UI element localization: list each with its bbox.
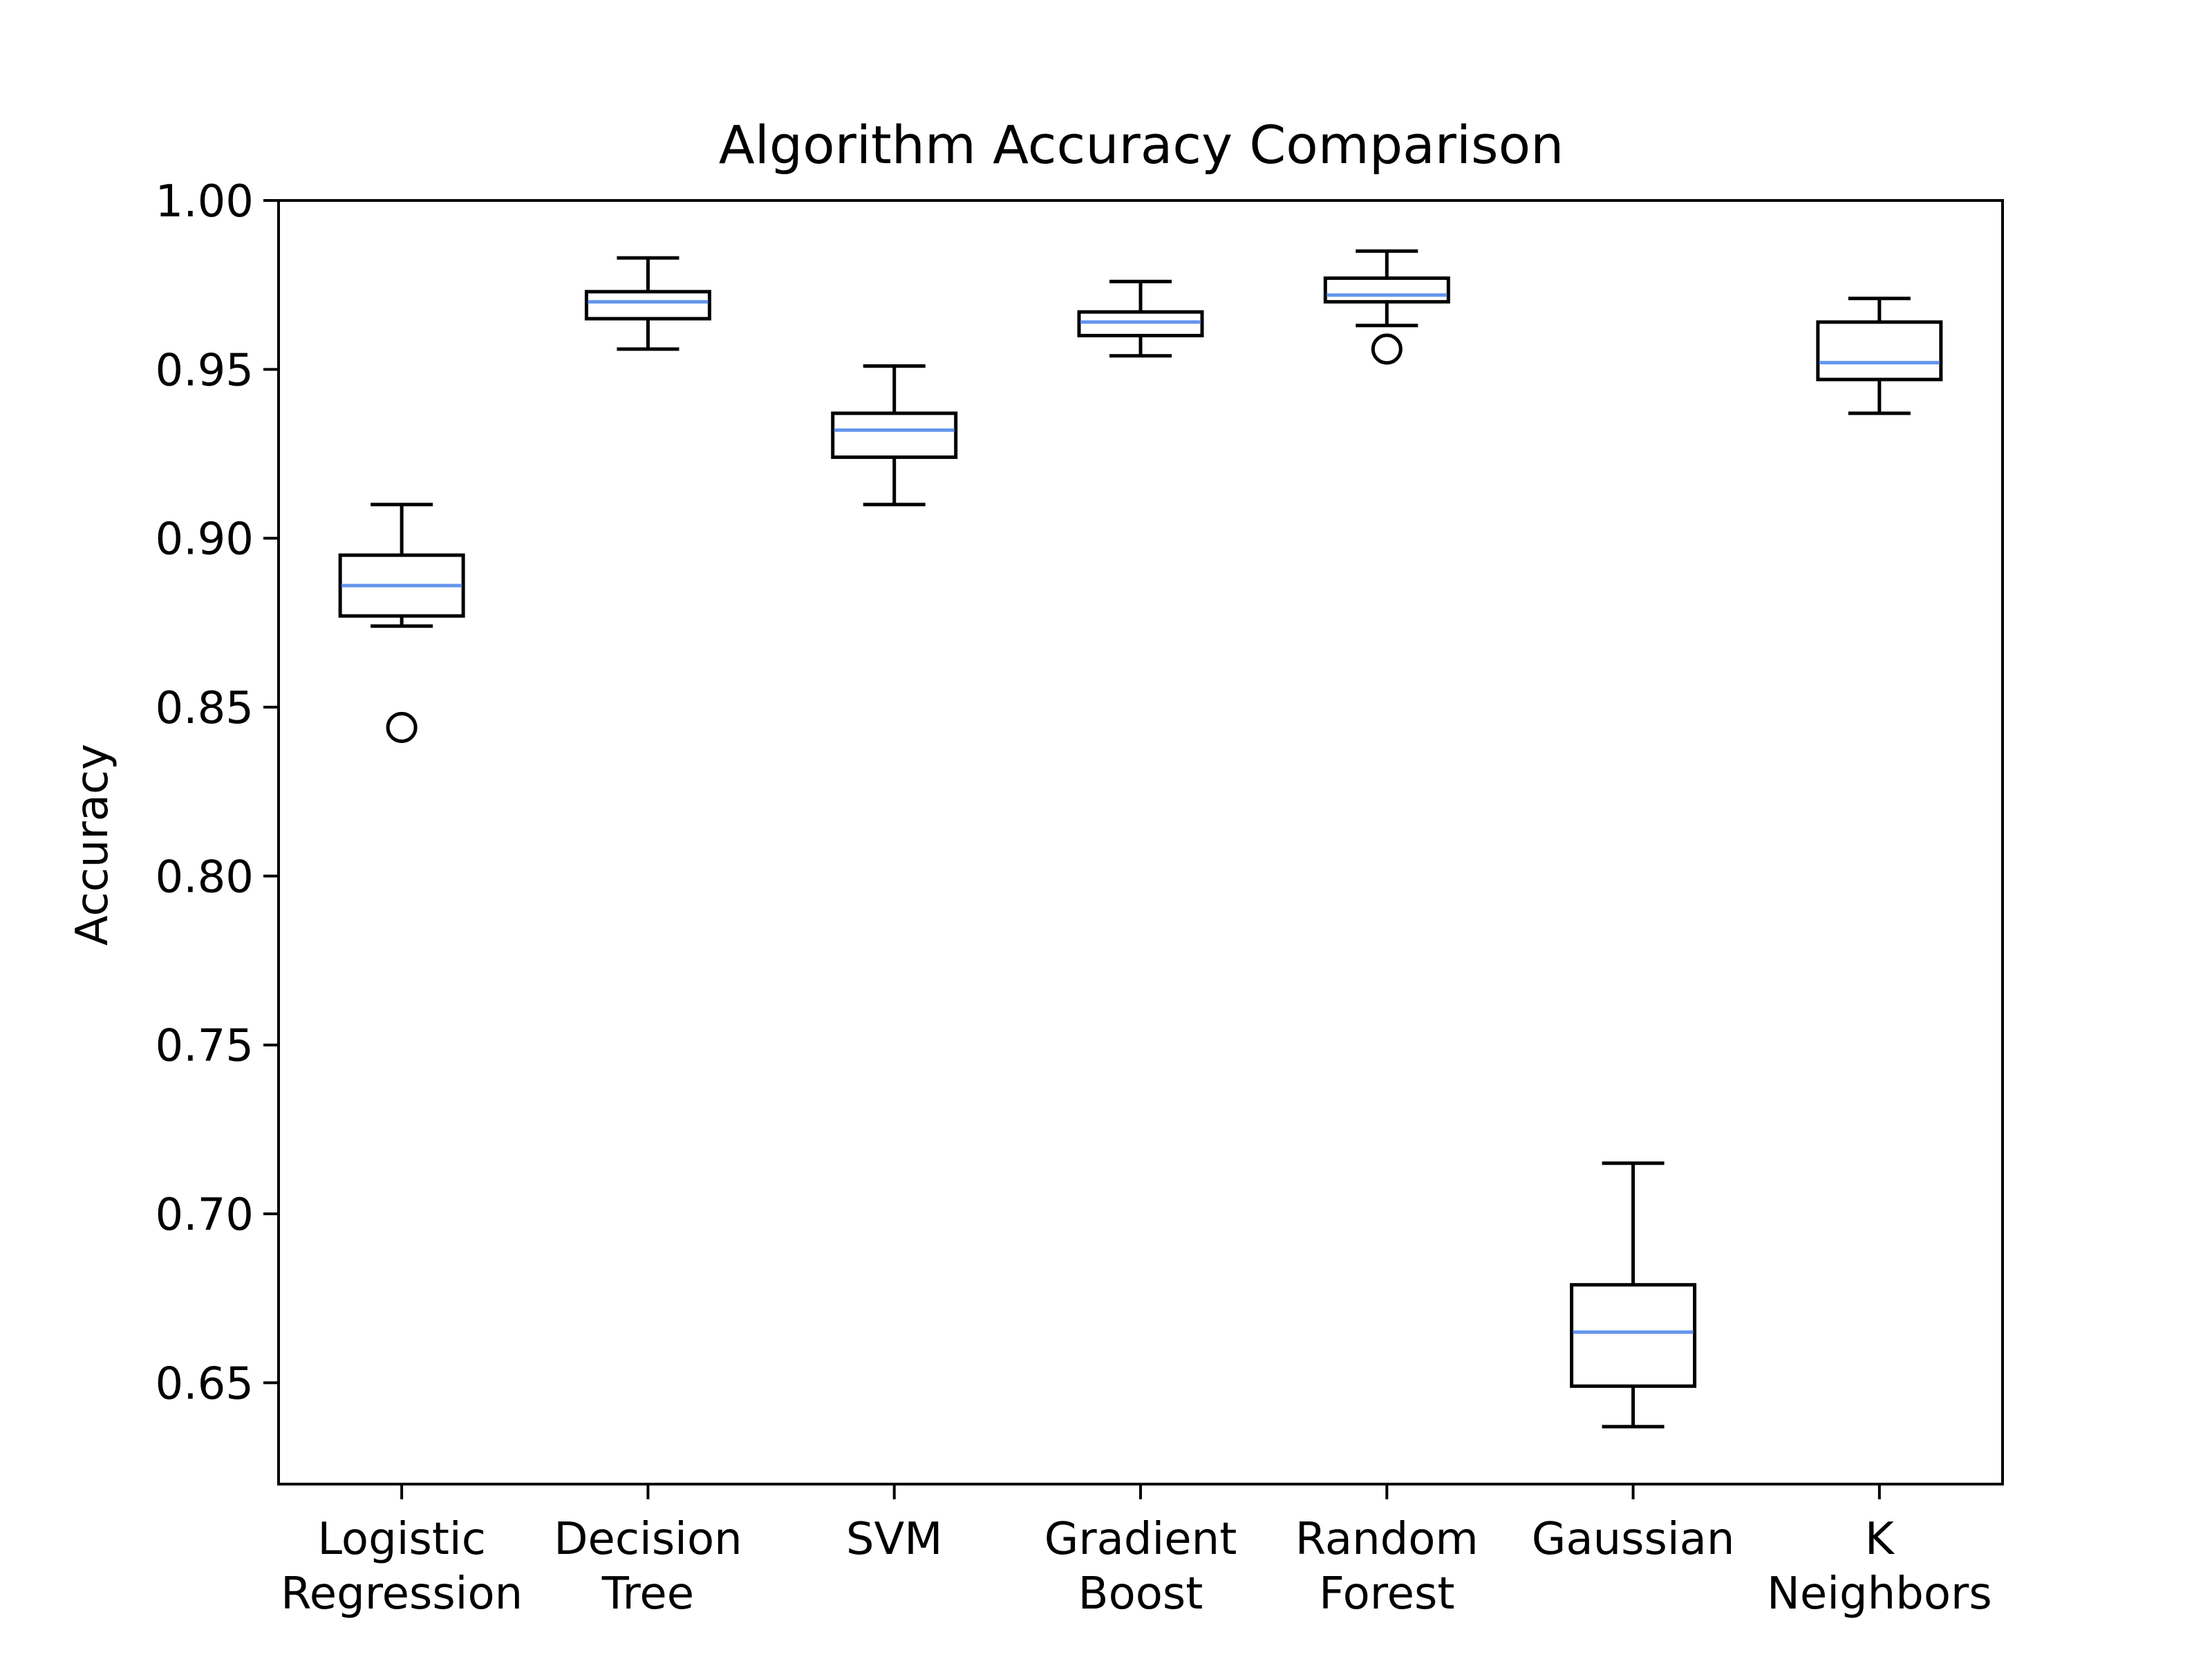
box bbox=[831, 411, 958, 459]
x-tick-label: Decision Tree bbox=[554, 1514, 742, 1620]
y-tick-label: 0.85 bbox=[156, 683, 254, 734]
x-tick-label: Random Forest bbox=[1295, 1514, 1479, 1620]
y-tick-label: 0.70 bbox=[156, 1190, 254, 1241]
box bbox=[584, 290, 711, 321]
chart-title: Algorithm Accuracy Comparison bbox=[719, 114, 1564, 176]
y-tick-label: 0.65 bbox=[156, 1358, 254, 1409]
outlier-point bbox=[1371, 333, 1403, 365]
x-tick-label: Logistic Regression bbox=[281, 1514, 523, 1620]
x-tick-label: SVM bbox=[846, 1514, 943, 1565]
box bbox=[1816, 320, 1943, 382]
box bbox=[1077, 310, 1204, 337]
y-tick-label: 0.90 bbox=[156, 514, 254, 565]
x-tick-label: K Neighbors bbox=[1767, 1514, 1992, 1620]
x-tick-label: Gaussian bbox=[1532, 1514, 1735, 1565]
box bbox=[1323, 276, 1450, 304]
y-tick-label: 0.80 bbox=[156, 852, 254, 903]
box bbox=[1570, 1283, 1697, 1388]
y-tick-label: 0.95 bbox=[156, 345, 254, 396]
y-tick-label: 0.75 bbox=[156, 1021, 254, 1072]
y-tick-label: 1.00 bbox=[156, 176, 254, 227]
y-axis-label: Accuracy bbox=[67, 744, 118, 946]
box bbox=[338, 553, 465, 618]
plot-area: 0.65 0.70 0.75 0.80 0.85 0.90 0.95 1.00 Logistic… bbox=[156, 176, 2004, 1620]
x-tick-label: Gradient Boost bbox=[1044, 1514, 1237, 1620]
outlier-point bbox=[386, 711, 418, 743]
